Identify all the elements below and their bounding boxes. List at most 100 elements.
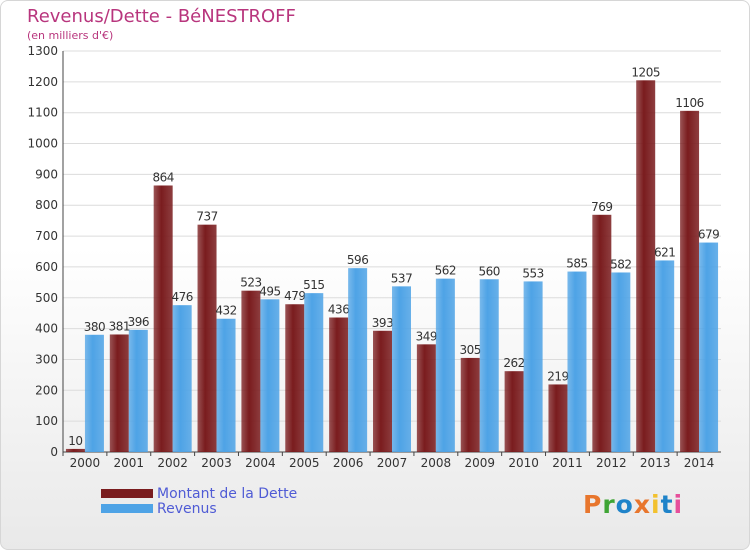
bar-debt: [285, 304, 305, 452]
data-label-revenue: 553: [522, 266, 543, 280]
bar-revenue: [611, 272, 631, 452]
bar-revenue: [567, 271, 587, 452]
x-tick-label: 2005: [289, 456, 320, 470]
data-label-revenue: 562: [435, 264, 456, 278]
bar-revenue: [655, 260, 675, 452]
data-label-debt: 219: [547, 369, 568, 383]
data-label-revenue: 679: [698, 228, 719, 242]
logo-letter: x: [633, 490, 651, 519]
data-label-debt: 381: [109, 319, 130, 333]
x-tick-label: 2006: [333, 456, 364, 470]
y-tick-label: 700: [35, 229, 58, 243]
bar-debt: [65, 448, 85, 452]
x-tick-label: 2000: [70, 456, 101, 470]
data-label-revenue: 621: [654, 245, 675, 259]
x-tick-label: 2014: [684, 456, 715, 470]
x-tick-label: 2011: [552, 456, 583, 470]
data-label-revenue: 515: [303, 278, 324, 292]
x-tick-label: 2008: [421, 456, 452, 470]
x-tick-label: 2004: [245, 456, 276, 470]
y-tick-label: 300: [35, 352, 58, 366]
bar-debt: [241, 290, 261, 452]
bar-debt: [592, 214, 612, 452]
data-label-debt: 523: [240, 276, 261, 290]
logo-letter: o: [615, 490, 634, 519]
y-tick-label: 0: [50, 445, 58, 459]
data-label-revenue: 432: [215, 304, 236, 318]
bar-revenue: [84, 334, 104, 452]
bar-revenue: [128, 329, 148, 452]
data-label-debt: 479: [284, 289, 305, 303]
legend-label-debt: Montant de la Dette: [157, 485, 298, 502]
legend-swatch-debt: [101, 489, 153, 498]
logo-letter: i: [673, 490, 684, 519]
y-tick-label: 1100: [27, 106, 58, 120]
y-tick-label: 500: [35, 291, 58, 305]
legend-swatch-revenue: [101, 504, 153, 513]
legend-item-revenue: Revenus: [101, 500, 297, 517]
bar-debt: [460, 357, 480, 452]
legend: Montant de la Dette Revenus: [101, 485, 298, 517]
y-tick-label: 1200: [27, 75, 58, 89]
chart-subtitle: (en milliers d'€): [27, 29, 114, 42]
data-label-debt: 10: [68, 434, 82, 448]
bar-revenue: [260, 299, 280, 452]
data-label-debt: 864: [152, 170, 173, 184]
y-tick-label: 400: [35, 322, 58, 336]
bar-debt: [636, 80, 656, 453]
data-label-revenue: 582: [610, 257, 631, 271]
x-tick-label: 2010: [508, 456, 539, 470]
data-label-debt: 737: [196, 210, 217, 224]
x-tick-label: 2012: [596, 456, 627, 470]
data-label-revenue: 537: [391, 271, 412, 285]
bar-revenue: [172, 305, 192, 452]
logo-letter: i: [651, 490, 661, 519]
bar-debt: [109, 334, 129, 452]
y-tick-label: 800: [35, 198, 58, 212]
data-label-revenue: 560: [479, 264, 500, 278]
data-label-revenue: 596: [347, 253, 368, 267]
x-tick-label: 2001: [114, 456, 145, 470]
chart-title: Revenus/Dette - BéNESTROFF: [27, 6, 296, 27]
y-tick-label: 900: [35, 167, 58, 181]
data-label-revenue: 380: [84, 320, 105, 334]
logo-letter: r: [602, 490, 616, 519]
proxiti-logo: Proxiti: [583, 490, 683, 519]
data-label-debt: 1106: [675, 96, 704, 110]
data-label-revenue: 585: [566, 257, 587, 271]
data-label-revenue: 476: [171, 290, 192, 304]
y-tick-label: 1300: [27, 44, 58, 58]
x-tick-label: 2009: [464, 456, 495, 470]
data-label-debt: 262: [503, 356, 524, 370]
y-tick-label: 600: [35, 260, 58, 274]
bar-debt: [373, 330, 392, 452]
logo-letter: P: [583, 490, 603, 519]
bar-debt: [504, 371, 524, 452]
logo-letter: t: [660, 490, 674, 519]
bar-revenue: [523, 281, 543, 452]
y-tick-label: 100: [35, 414, 58, 428]
data-label-debt: 769: [591, 200, 612, 214]
data-label-debt: 436: [328, 303, 349, 317]
data-label-revenue: 495: [259, 284, 280, 298]
bar-debt: [197, 224, 217, 452]
legend-label-revenue: Revenus: [157, 500, 217, 517]
bar-debt: [548, 384, 568, 452]
bar-revenue: [479, 279, 499, 452]
bar-revenue: [304, 293, 324, 452]
bar-debt: [416, 344, 436, 452]
bar-revenue: [392, 286, 411, 452]
data-label-debt: 349: [416, 329, 437, 343]
data-label-debt: 1205: [631, 65, 660, 79]
x-tick-label: 2002: [157, 456, 188, 470]
bar-revenue: [216, 318, 236, 452]
x-tick-label: 2003: [201, 456, 232, 470]
bar-debt: [329, 317, 349, 452]
bar-debt: [680, 110, 700, 452]
x-tick-label: 2013: [640, 456, 671, 470]
y-tick-label: 1000: [27, 137, 58, 151]
data-label-revenue: 396: [128, 315, 149, 329]
bar-revenue: [435, 278, 455, 452]
